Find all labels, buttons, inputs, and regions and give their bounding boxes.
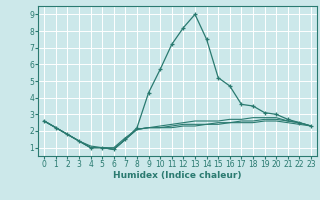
X-axis label: Humidex (Indice chaleur): Humidex (Indice chaleur) bbox=[113, 171, 242, 180]
